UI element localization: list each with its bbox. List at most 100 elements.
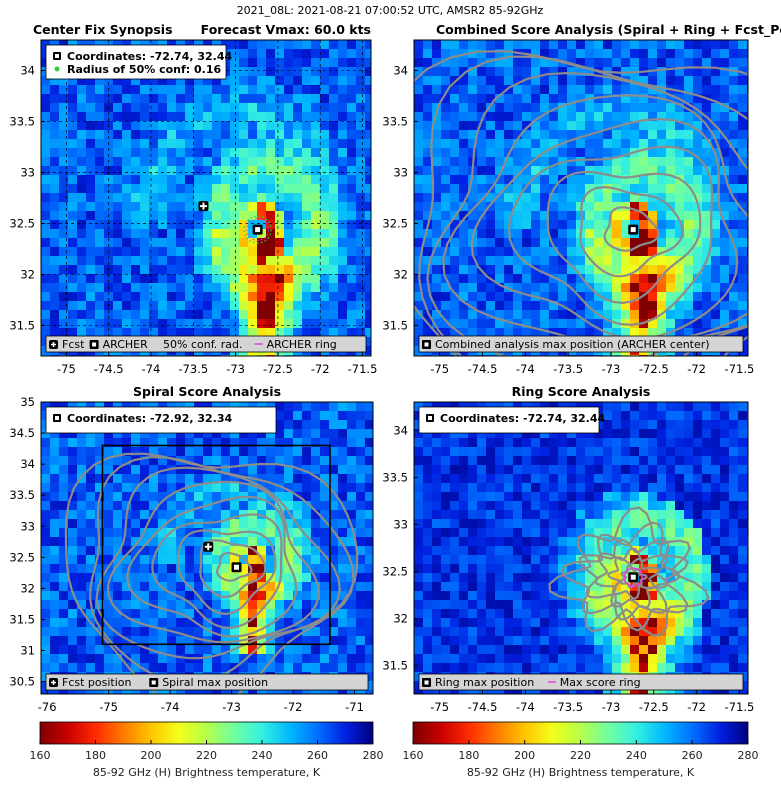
y-tick-label: 32 xyxy=(393,612,408,626)
y-tick-label: 32 xyxy=(20,581,35,595)
axes-frame xyxy=(413,401,749,695)
y-tick-label: 34.5 xyxy=(9,426,35,440)
y-tick-label: 34 xyxy=(393,423,408,437)
y-tick-label: 32 xyxy=(393,267,408,281)
colorbar-tick: 240 xyxy=(626,749,647,762)
info-text: Coordinates: -72.92, 32.34 xyxy=(67,412,233,425)
x-tick-label: -72.5 xyxy=(639,362,669,376)
x-tick-label: -73 xyxy=(602,362,621,376)
y-tick-label: 31.5 xyxy=(9,612,35,626)
info-text: Radius of 50% conf: 0.16 xyxy=(67,63,221,76)
legend-label: Fcst xyxy=(62,338,85,351)
x-tick-label: -71.5 xyxy=(725,700,755,714)
panel-1: -75 -74.5 -74 -73.5 -73 -72.5 -72 -71.5 31.5 32 32… xyxy=(9,22,377,376)
colorbar-label: 85-92 GHz (H) Brightness temperature, K xyxy=(467,766,695,779)
legend-box xyxy=(418,335,744,353)
x-tick-label: -74 xyxy=(516,362,535,376)
y-tick-label: 32.5 xyxy=(382,216,408,230)
figure-title: 2021_08L: 2021-08-21 07:00:52 UTC, AMSR2… xyxy=(237,4,544,17)
x-tick-label: -74 xyxy=(516,700,535,714)
legend-label: ARCHER xyxy=(103,338,149,351)
x-tick-label: -75 xyxy=(430,700,449,714)
legend-label: Spiral max position xyxy=(162,676,268,689)
colorbar-tick: 200 xyxy=(141,749,162,762)
legend-box xyxy=(45,673,369,691)
x-tick-label: -75 xyxy=(430,362,449,376)
y-tick-label: 31.5 xyxy=(382,659,408,673)
legend-label: ARCHER ring xyxy=(267,338,337,351)
x-tick-label: -73 xyxy=(226,362,245,376)
colorbar-tick: 260 xyxy=(682,749,703,762)
x-tick-label: -71.5 xyxy=(725,362,755,376)
score-contour xyxy=(215,552,253,582)
score-contour xyxy=(106,480,320,644)
colorbar-left: 160 180 200 220 240 260 280 85-92 GHz (H) Brigh… xyxy=(30,721,384,779)
legend-label: Ring max position xyxy=(435,676,534,689)
info-box xyxy=(45,44,227,80)
colorbar-tick: 160 xyxy=(30,749,51,762)
x-tick-label: -73 xyxy=(222,700,241,714)
x-tick-label: -73.5 xyxy=(553,700,583,714)
x-tick-label: -74.5 xyxy=(468,362,498,376)
colorbar-tick: 220 xyxy=(570,749,591,762)
legend-label: Max score ring xyxy=(560,676,641,689)
colorbar-tick: 220 xyxy=(196,749,217,762)
score-contour xyxy=(603,206,660,252)
x-tick-label: -72 xyxy=(284,700,303,714)
y-tick-label: 33 xyxy=(20,166,35,180)
colorbar-label: 85-92 GHz (H) Brightness temperature, K xyxy=(93,766,321,779)
x-tick-label: -72 xyxy=(687,700,706,714)
panel-title: Center Fix Synopsis xyxy=(33,22,173,37)
x-tick-label: -71 xyxy=(345,700,364,714)
x-tick-label: -72 xyxy=(687,362,706,376)
legend: Ring max position Max score ring xyxy=(418,673,744,691)
info-text: Coordinates: -72.74, 32.44 xyxy=(440,412,606,425)
x-tick-label: -75 xyxy=(57,362,76,376)
y-tick-label: 31.5 xyxy=(382,318,408,332)
score-contour xyxy=(579,185,684,278)
panel-3: -76 -75 -74 -73 -72 -71 30.5 31 31.5 32 32.5 33 33.5… xyxy=(9,384,374,714)
x-tick-label: -72 xyxy=(311,362,330,376)
x-tick-label: -74 xyxy=(161,700,180,714)
y-tick-label: 32 xyxy=(20,267,35,281)
score-contour xyxy=(548,506,710,637)
score-contour xyxy=(578,538,681,621)
x-tick-label: -73 xyxy=(602,700,621,714)
colorbar-right: 160 180 200 220 240 260 280 85-92 GHz (H) Brigh… xyxy=(403,721,759,779)
y-tick-label: 34 xyxy=(20,457,35,471)
score-contour xyxy=(64,452,359,694)
panel-title: Combined Score Analysis (Spiral + Ring +… xyxy=(436,22,781,38)
y-tick-label: 33.5 xyxy=(9,488,35,502)
heatmap-3 xyxy=(41,402,373,694)
y-tick-label: 33.5 xyxy=(382,115,408,129)
x-tick-label: -73.5 xyxy=(553,362,583,376)
y-tick-label: 30.5 xyxy=(9,675,35,689)
colorbar-tick: 240 xyxy=(252,749,273,762)
conf-dot-icon xyxy=(54,66,60,72)
x-tick-label: -76 xyxy=(38,700,57,714)
score-contour xyxy=(95,466,342,660)
score-contour xyxy=(594,547,669,609)
y-tick-label: 32.5 xyxy=(382,565,408,579)
score-contour xyxy=(199,539,267,599)
y-tick-label: 33 xyxy=(20,519,35,533)
panel-4: -75 -74.5 -74 -73.5 -73 -72.5 -72 -71.5 31.5 32 32… xyxy=(382,384,755,714)
analysis-box xyxy=(101,444,331,646)
score-contour xyxy=(507,145,714,327)
panel-2: -75 -74.5 -74 -73.5 -73 -72.5 -72 -71.5 31.5 32 32… xyxy=(382,22,781,376)
score-contour xyxy=(470,117,739,340)
y-tick-label: 33 xyxy=(393,166,408,180)
x-tick-label: -74.5 xyxy=(94,362,124,376)
score-contour xyxy=(177,529,277,616)
axes-frame xyxy=(413,39,749,357)
legend-label: Combined analysis max position (ARCHER c… xyxy=(435,338,710,351)
x-tick-label: -73.5 xyxy=(178,362,208,376)
heatmap-4 xyxy=(414,402,748,694)
colorbar-tick: 180 xyxy=(458,749,479,762)
y-tick-label: 34 xyxy=(20,64,35,78)
y-tick-label: 31.5 xyxy=(9,318,35,332)
legend-box xyxy=(418,673,744,691)
x-tick-label: -74.5 xyxy=(468,700,498,714)
y-tick-label: 35 xyxy=(20,395,35,409)
